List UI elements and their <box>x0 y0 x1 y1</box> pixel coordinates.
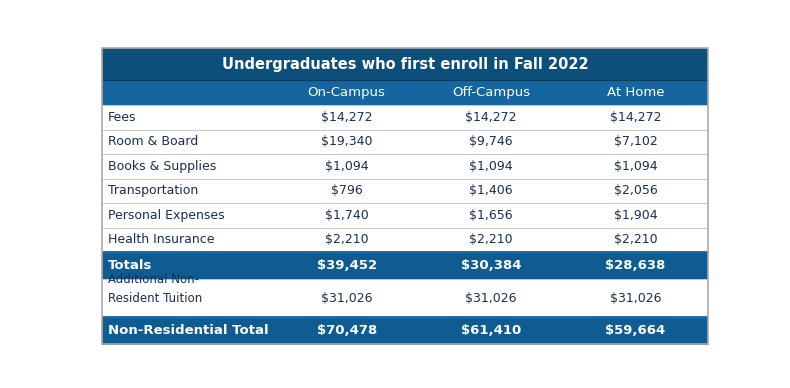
Text: Totals: Totals <box>108 259 152 272</box>
Text: Books & Supplies: Books & Supplies <box>108 160 216 173</box>
Text: $796: $796 <box>331 184 363 197</box>
Bar <box>102 80 708 105</box>
Text: $61,410: $61,410 <box>461 324 521 337</box>
Text: $28,638: $28,638 <box>605 259 666 272</box>
Text: $7,102: $7,102 <box>614 135 657 148</box>
Text: $1,904: $1,904 <box>614 209 657 222</box>
Bar <box>102 105 708 130</box>
Text: $31,026: $31,026 <box>465 291 517 305</box>
Bar <box>102 203 708 228</box>
Text: $1,094: $1,094 <box>614 160 657 173</box>
Text: $1,740: $1,740 <box>325 209 369 222</box>
Text: At Home: At Home <box>607 86 664 99</box>
Bar <box>102 317 708 344</box>
Bar <box>102 228 708 252</box>
Text: $2,210: $2,210 <box>469 234 513 246</box>
Text: $14,272: $14,272 <box>465 111 517 124</box>
Text: Undergraduates who first enroll in Fall 2022: Undergraduates who first enroll in Fall … <box>221 57 589 71</box>
Bar <box>102 279 708 317</box>
Text: Off-Campus: Off-Campus <box>452 86 530 99</box>
Text: $39,452: $39,452 <box>317 259 377 272</box>
Text: $31,026: $31,026 <box>321 291 372 305</box>
Text: $31,026: $31,026 <box>610 291 661 305</box>
Text: $2,210: $2,210 <box>325 234 368 246</box>
Text: $59,664: $59,664 <box>605 324 666 337</box>
Text: Fees: Fees <box>108 111 137 124</box>
Text: $14,272: $14,272 <box>321 111 372 124</box>
Text: Transportation: Transportation <box>108 184 198 197</box>
Text: Health Insurance: Health Insurance <box>108 234 214 246</box>
Text: $2,056: $2,056 <box>614 184 657 197</box>
Bar <box>102 178 708 203</box>
Bar <box>102 252 708 279</box>
Text: $70,478: $70,478 <box>317 324 377 337</box>
Text: Additional Non-
Resident Tuition: Additional Non- Resident Tuition <box>108 273 202 305</box>
Text: $1,094: $1,094 <box>469 160 513 173</box>
Text: Room & Board: Room & Board <box>108 135 198 148</box>
Text: $1,094: $1,094 <box>325 160 368 173</box>
Bar <box>102 130 708 154</box>
Text: On-Campus: On-Campus <box>308 86 386 99</box>
Text: Personal Expenses: Personal Expenses <box>108 209 224 222</box>
Text: $30,384: $30,384 <box>461 259 521 272</box>
Text: $14,272: $14,272 <box>610 111 661 124</box>
Text: $9,746: $9,746 <box>469 135 513 148</box>
Text: $1,656: $1,656 <box>469 209 513 222</box>
Bar <box>102 154 708 178</box>
Text: $2,210: $2,210 <box>614 234 657 246</box>
Text: Non-Residential Total: Non-Residential Total <box>108 324 269 337</box>
Bar <box>102 48 708 80</box>
Text: $19,340: $19,340 <box>321 135 372 148</box>
Text: $1,406: $1,406 <box>469 184 513 197</box>
